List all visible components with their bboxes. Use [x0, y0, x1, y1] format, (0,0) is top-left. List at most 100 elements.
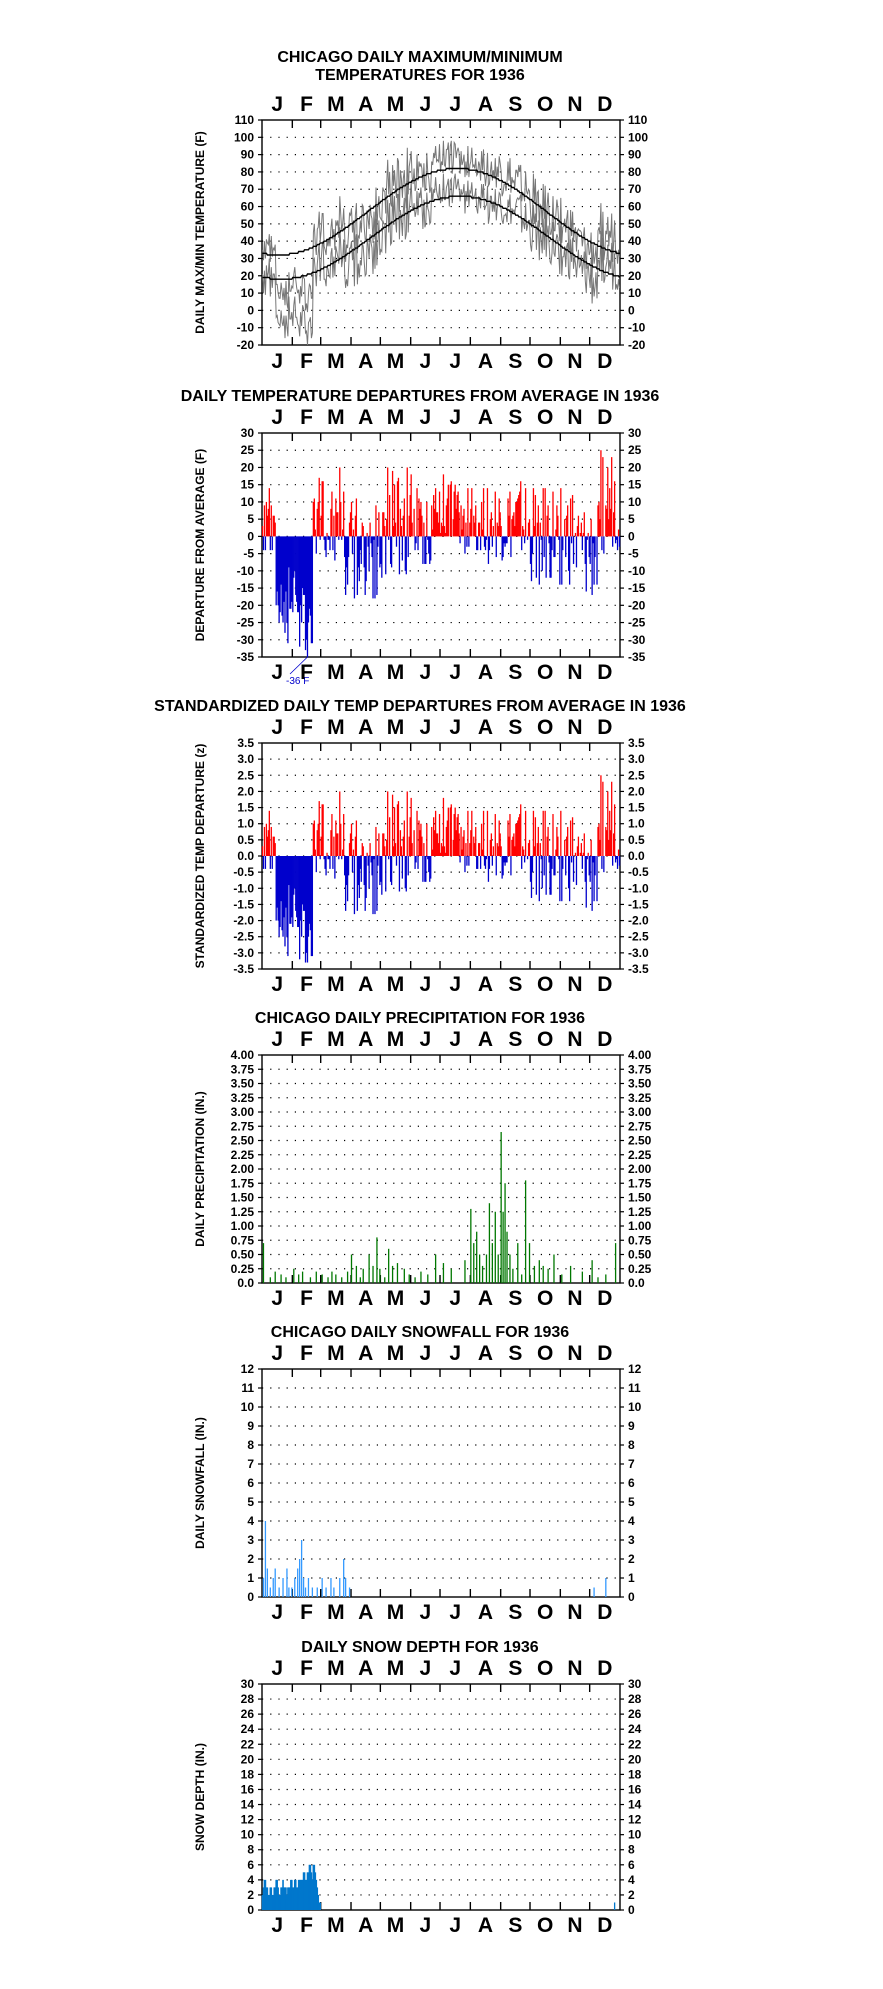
- snowdepth-ytick-left: 14: [241, 1798, 255, 1812]
- precip-month-label-top: J: [420, 1028, 432, 1051]
- snowfall-month-label-top: M: [387, 1342, 405, 1365]
- precip-ytick-left: 1.50: [231, 1191, 255, 1205]
- precip-ytick-right: 2.25: [628, 1148, 652, 1162]
- departure-month-label-bottom: A: [478, 661, 493, 684]
- snowfall-month-label-bottom: N: [567, 1601, 582, 1624]
- departure-month-label-top: M: [387, 406, 405, 429]
- snowdepth-month-label-bottom: J: [449, 1914, 461, 1937]
- snowfall-ytick-left: 3: [247, 1533, 254, 1547]
- precip-chart: 4.003.753.503.253.002.752.502.252.001.75…: [193, 1028, 652, 1310]
- temp-ytick-left: -20: [237, 338, 255, 352]
- standardized-ytick-left: 3.5: [237, 736, 254, 750]
- standardized-month-label-bottom: O: [537, 973, 553, 996]
- departure-month-label-bottom: J: [420, 661, 432, 684]
- temp-month-label-bottom: J: [420, 350, 432, 373]
- temp-month-label-top: J: [271, 93, 283, 116]
- standardized-ytick-left: -1.5: [233, 897, 254, 911]
- precip-month-label-bottom: J: [449, 1287, 461, 1310]
- departure-month-label-top: F: [300, 406, 313, 429]
- departure-ytick-left: 15: [241, 478, 255, 492]
- temp-month-label-top: D: [597, 93, 612, 116]
- temp-ytick-left: 70: [241, 182, 255, 196]
- precip-ytick-left: 3.75: [231, 1062, 255, 1076]
- temp-ytick-right: 20: [628, 269, 642, 283]
- departure-ytick-right: -15: [628, 581, 646, 595]
- temp-chart-title: CHICAGO DAILY MAXIMUM/MINIMUM: [277, 49, 562, 66]
- standardized-ytick-right: 2.5: [628, 768, 645, 782]
- standardized-ytick-left: 1.5: [237, 801, 254, 815]
- snowfall-month-label-top: J: [271, 1342, 283, 1365]
- standardized-month-label-bottom: J: [449, 973, 461, 996]
- temp-month-label-top: M: [327, 93, 345, 116]
- precip-ytick-right: 1.00: [628, 1219, 652, 1233]
- temp-ytick-left: 100: [234, 130, 254, 144]
- snowfall-month-label-top: O: [537, 1342, 553, 1365]
- snowdepth-chart: 3028262422201816141210864203028262422201…: [193, 1657, 642, 1937]
- precip-ytick-left: 3.25: [231, 1091, 255, 1105]
- temp-month-label-top: J: [420, 93, 432, 116]
- snowdepth-month-label-top: A: [478, 1657, 493, 1680]
- precip-ytick-left: 2.50: [231, 1134, 255, 1148]
- standardized-ytick-right: -3.5: [628, 962, 649, 976]
- temp-month-label-top: F: [300, 93, 313, 116]
- temp-ytick-right: -20: [628, 338, 646, 352]
- temp-ytick-left: -10: [237, 321, 255, 335]
- snowfall-ytick-right: 4: [628, 1514, 635, 1528]
- departure-ytick-left: -30: [237, 633, 255, 647]
- standardized-ytick-left: -3.0: [233, 946, 254, 960]
- snowfall-y-axis-label: DAILY SNOWFALL (IN.): [193, 1417, 207, 1549]
- snowdepth-month-label-bottom: M: [387, 1914, 405, 1937]
- precip-month-label-bottom: M: [327, 1287, 345, 1310]
- snowfall-month-label-top: A: [478, 1342, 493, 1365]
- snowfall-ytick-left: 2: [247, 1552, 254, 1566]
- precip-month-label-top: S: [508, 1028, 522, 1051]
- standardized-ytick-left: -3.5: [233, 962, 254, 976]
- temp-month-label-bottom: A: [358, 350, 373, 373]
- departure-ytick-left: -35: [237, 650, 255, 664]
- precip-month-label-bottom: A: [478, 1287, 493, 1310]
- temp-month-label-bottom: M: [387, 350, 405, 373]
- precip-month-label-bottom: A: [358, 1287, 373, 1310]
- snowdepth-ytick-right: 12: [628, 1813, 642, 1827]
- departure-ytick-left: -25: [237, 616, 255, 630]
- precip-month-label-bottom: J: [271, 1287, 283, 1310]
- snowdepth-ytick-right: 8: [628, 1843, 635, 1857]
- temp-month-label-bottom: O: [537, 350, 553, 373]
- standardized-month-label-bottom: M: [387, 973, 405, 996]
- standardized-ytick-left: 2.5: [237, 768, 254, 782]
- snowdepth-ytick-right: 10: [628, 1828, 642, 1842]
- precip-ytick-right: 1.25: [628, 1205, 652, 1219]
- standardized-ytick-left: 2.0: [237, 784, 254, 798]
- snowdepth-month-label-bottom: S: [508, 1914, 522, 1937]
- departure-month-label-top: D: [597, 406, 612, 429]
- snowdepth-month-label-top: J: [449, 1657, 461, 1680]
- standardized-month-label-top: A: [358, 716, 373, 739]
- departure-ytick-right: 5: [628, 512, 635, 526]
- daily-min-temp-line: [262, 173, 620, 346]
- snowdepth-ytick-left: 12: [241, 1813, 255, 1827]
- departure-ytick-right: 0: [628, 529, 635, 543]
- snowfall-month-label-bottom: O: [537, 1601, 553, 1624]
- temp-ytick-left: 10: [241, 286, 255, 300]
- precip-ytick-right: 2.75: [628, 1119, 652, 1133]
- departure-ytick-right: 10: [628, 495, 642, 509]
- temp-ytick-right: 0: [628, 303, 635, 317]
- temp-month-label-bottom: F: [300, 350, 313, 373]
- departure-ytick-left: 5: [247, 512, 254, 526]
- departure-month-label-bottom: F: [300, 661, 313, 684]
- snowdepth-month-label-top: M: [387, 1657, 405, 1680]
- snowdepth-chart-title: DAILY SNOW DEPTH FOR 1936: [301, 1639, 538, 1656]
- snowfall-month-label-bottom: M: [327, 1601, 345, 1624]
- snowfall-month-label-top: J: [449, 1342, 461, 1365]
- snowdepth-month-label-top: D: [597, 1657, 612, 1680]
- precip-ytick-left: 0.0: [237, 1276, 254, 1290]
- precip-month-label-top: A: [478, 1028, 493, 1051]
- snowdepth-month-label-bottom: J: [420, 1914, 432, 1937]
- temp-ytick-right: 40: [628, 234, 642, 248]
- departure-month-label-top: J: [420, 406, 432, 429]
- snowdepth-month-label-bottom: D: [597, 1914, 612, 1937]
- temp-ytick-right: 100: [628, 130, 648, 144]
- standardized-month-label-top: J: [420, 716, 432, 739]
- temp-ytick-right: 50: [628, 217, 642, 231]
